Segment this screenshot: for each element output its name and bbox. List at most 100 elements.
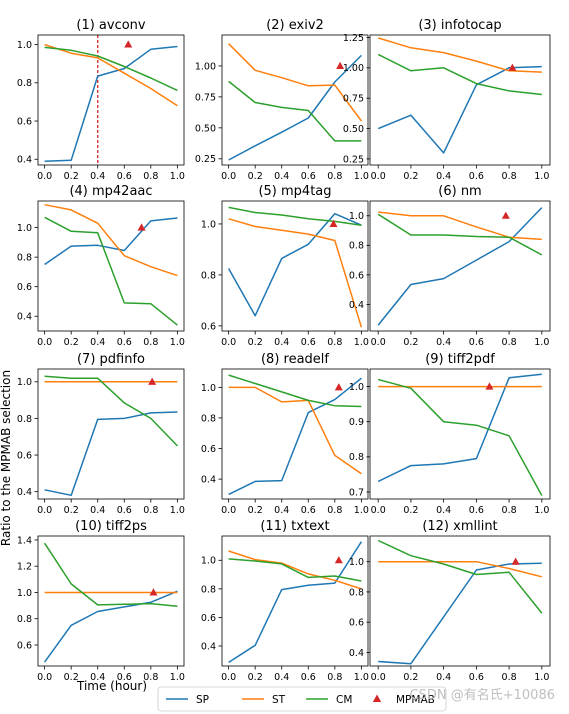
series-line-st [378, 211, 542, 241]
x-tick-label: 0.8 [327, 337, 342, 348]
y-tick-label: 0.4 [201, 475, 216, 486]
x-tick-label: 1.0 [170, 171, 185, 182]
series-line-st [44, 203, 178, 277]
x-tick-label: 0.6 [301, 171, 316, 182]
x-tick-label: 0.0 [37, 672, 52, 683]
series-line-st [228, 550, 362, 590]
x-tick-label: 0.4 [274, 171, 289, 182]
series-line-st [228, 43, 363, 122]
subplot-2: (2) exiv2 0.0 0.2 0.4 0.6 0.8 1.0 0.25 0.50 0.75 1… [195, 18, 369, 182]
y-tick-label: 0.50 [343, 124, 364, 135]
subplot-title: (4) mp42aac [69, 184, 152, 199]
subplot-title: (3) infotocap [418, 18, 501, 33]
y-tick-label: 0.8 [17, 78, 32, 89]
y-tick-label: 0.4 [17, 312, 32, 323]
axes-frame [37, 34, 185, 166]
y-tick-label: 0.6 [201, 613, 216, 624]
subplot-7: (7) pdfinfo 0.0 0.2 0.4 0.6 0.8 1.0 0.4 0.6 0.8 1.… [17, 352, 185, 516]
x-tick-label: 0.0 [371, 171, 386, 182]
y-tick-label: 0.6 [17, 450, 32, 461]
series-line-sp [377, 373, 542, 483]
subplot-title: (8) readelf [261, 352, 329, 367]
subplot-title: (2) exiv2 [266, 18, 324, 33]
axes-frame [369, 535, 551, 667]
y-tick-label: 1.0 [201, 383, 216, 394]
y-tick-label: 1.2 [17, 562, 32, 573]
x-tick-label: 0.8 [327, 672, 342, 683]
x-tick-label: 0.0 [221, 672, 236, 683]
subplot-title: (10) tiff2ps [75, 519, 147, 534]
series-line-sp [43, 590, 178, 663]
x-tick-label: 1.0 [354, 505, 369, 516]
axes-frame [37, 368, 185, 500]
x-tick-label: 0.2 [64, 171, 79, 182]
series-line-sp [228, 377, 362, 496]
y-tick-label: 0.6 [17, 640, 32, 651]
x-tick-label: 0.6 [469, 505, 484, 516]
x-tick-label: 0.2 [403, 505, 418, 516]
x-tick-label: 0.8 [502, 171, 517, 182]
y-tick-label: 1.00 [195, 61, 216, 72]
x-tick-label: 0.8 [327, 505, 342, 516]
x-tick-label: 0.0 [371, 337, 386, 348]
x-tick-label: 0.8 [327, 171, 342, 182]
y-tick-label: 0.4 [201, 641, 216, 652]
x-tick-label: 0.4 [90, 171, 105, 182]
axes-frame [221, 535, 369, 667]
series-line-cm [228, 558, 362, 582]
y-tick-label: 1.00 [343, 63, 364, 74]
x-tick-label: 0.2 [403, 171, 418, 182]
y-tick-label: 0.8 [349, 587, 364, 598]
y-tick-label: 0.25 [343, 154, 364, 165]
series-line-st [44, 43, 178, 107]
y-tick-label: 1.4 [17, 535, 32, 546]
mpmab-marker [511, 557, 520, 565]
y-tick-label: 0.75 [195, 92, 216, 103]
series-line-sp [44, 217, 178, 266]
x-tick-label: 0.2 [248, 505, 263, 516]
subplot-10: (10) tiff2ps 0.0 0.2 0.4 0.6 0.8 1.0 0.6 0.8 1.0 1… [17, 519, 185, 683]
y-axis-label: Ratio to the MPMAB selection [0, 370, 13, 546]
series-line-cm [44, 375, 178, 447]
x-tick-label: 0.8 [502, 505, 517, 516]
y-tick-label: 0.6 [17, 282, 32, 293]
series-line-st [228, 386, 362, 475]
x-tick-label: 0.0 [371, 672, 386, 683]
legend-label-cm: CM [336, 694, 352, 706]
axes-frame [221, 368, 369, 500]
series-line-cm [377, 53, 542, 96]
y-tick-label: 0.8 [349, 452, 364, 463]
x-tick-label: 0.4 [436, 171, 451, 182]
axes-frame [369, 200, 551, 332]
legend: SP ST CM MPMAB [157, 686, 447, 712]
series-line-sp [377, 65, 542, 154]
x-tick-label: 0.6 [469, 672, 484, 683]
y-tick-label: 0.75 [343, 94, 364, 105]
mpmab-marker [137, 223, 146, 231]
subplot-title: (1) avconv [76, 18, 146, 33]
x-tick-label: 0.0 [221, 505, 236, 516]
mpmab-marker [329, 219, 338, 227]
y-tick-label: 0.8 [17, 253, 32, 264]
y-tick-label: 1.0 [201, 556, 216, 567]
x-tick-label: 0.8 [143, 672, 158, 683]
series-line-cm [228, 206, 362, 226]
x-axis-label: Time (hour) [76, 679, 147, 693]
x-tick-label: 1.0 [354, 337, 369, 348]
y-tick-label: 0.9 [349, 417, 364, 428]
y-tick-label: 0.4 [349, 300, 364, 311]
axes-frame [221, 200, 369, 332]
mpmab-marker [124, 40, 133, 48]
subplot-title: (5) mp4tag [258, 184, 331, 199]
x-tick-label: 0.2 [64, 337, 79, 348]
y-tick-label: 0.8 [201, 413, 216, 424]
mpmab-marker [501, 211, 510, 219]
y-tick-label: 0.25 [195, 154, 216, 165]
series-line-st [228, 218, 363, 328]
mpmab-marker [149, 588, 158, 596]
x-tick-label: 0.4 [90, 337, 105, 348]
y-tick-label: 0.6 [349, 270, 364, 281]
y-tick-label: 1.0 [17, 588, 32, 599]
x-tick-label: 1.0 [170, 505, 185, 516]
x-tick-label: 0.8 [143, 505, 158, 516]
